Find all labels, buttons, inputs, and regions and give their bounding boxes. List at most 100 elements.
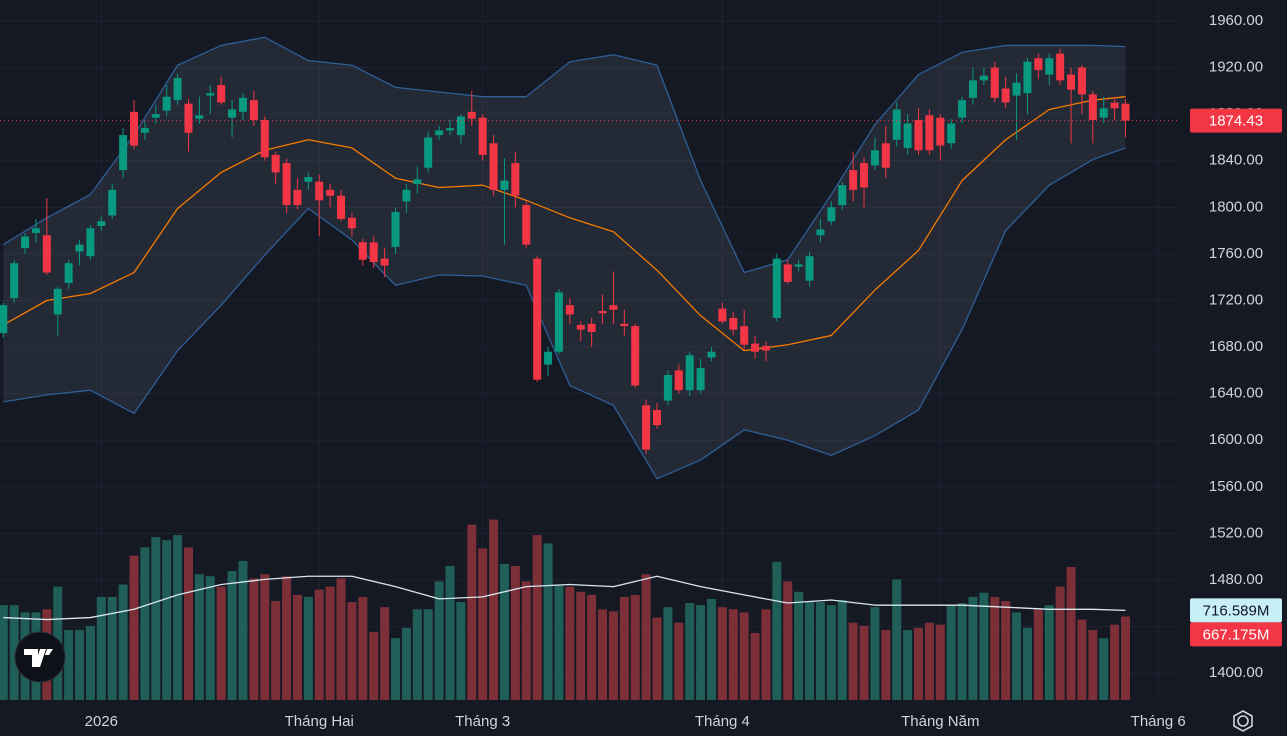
bollinger-middle-line [2,96,1126,352]
candle-body [184,103,193,133]
volume-bar [140,547,150,700]
volume-bar [576,591,586,700]
volume-bar [303,596,313,700]
y-tick-label: 1640.00 [1209,385,1263,402]
candle-body [445,128,454,131]
volume-ma-box [1190,598,1282,623]
y-tick-label: 1960.00 [1209,12,1263,29]
candle-body [391,211,400,247]
y-tick-label: 1760.00 [1209,245,1263,262]
volume-bar [772,561,782,700]
volume-bar [903,629,913,700]
volume-bar [979,592,989,700]
candle-body [674,370,683,391]
candle-body [576,324,585,330]
volume-bar [118,584,128,700]
candle-body [271,154,280,173]
candle-body [173,78,182,101]
gear-outline[interactable] [1233,710,1253,732]
y-tick-label: 1840.00 [1209,152,1263,169]
candle-body [500,180,509,190]
logo-mark[interactable] [24,649,53,667]
candle-body [707,351,716,358]
volume-bar [205,576,215,700]
volume-bar [598,609,608,700]
volume-bar [794,591,804,700]
candle-body [881,143,890,168]
volume-bar [924,622,934,700]
candle-body [456,116,465,136]
candle-body [565,305,574,315]
volume-bar [1055,586,1065,700]
candle-body [1034,58,1043,70]
volume-bar [957,603,967,700]
candle-body [489,143,498,190]
volume-bar [499,563,509,700]
volume-bar [750,632,760,700]
volume-bar [532,535,542,700]
candle-body [162,96,171,111]
volume-bar [717,607,727,700]
volume-bar [554,584,564,700]
y-tick-label: 1560.00 [1209,478,1263,495]
volume-bar [892,579,902,700]
volume-bar [859,625,869,700]
gear-center[interactable] [1237,715,1249,727]
candle-body [195,115,204,119]
x-tick-label: Tháng Năm [901,713,979,730]
candle-body [380,258,389,266]
volume-bar [543,543,553,700]
candle-body [1001,88,1010,103]
candle-body [1056,53,1065,81]
candle-body [544,351,553,365]
y-tick-label: 1520.00 [1209,524,1263,541]
candle-body [1121,103,1130,121]
x-tick-label: Tháng Hai [285,713,354,730]
candle-body [31,228,40,233]
settings-button[interactable] [1233,710,1253,732]
volume-bar [380,607,390,700]
candle-body [1088,94,1097,120]
candle-body [968,80,977,98]
volume-bar [423,609,433,700]
volume-bar [96,596,106,700]
volume-bar [946,605,956,700]
candle-body [228,109,237,118]
volume-bar [249,578,259,700]
volume-bar [489,519,499,700]
volume-bar [870,607,880,700]
candle-body [805,256,814,281]
volume-bar [1012,612,1022,700]
tradingview-logo[interactable] [14,631,66,683]
volume-bar [1044,605,1054,700]
volume-bar [881,629,891,700]
volume-bar [292,594,302,700]
volume-bar [9,605,19,700]
candle-body [1077,67,1086,95]
volume-bar [0,605,8,700]
volume-bar [216,586,226,700]
volume-bar [358,596,368,700]
volume-bar [1077,619,1087,700]
candle-body [860,163,869,188]
y-tick-label: 1720.00 [1209,291,1263,308]
candle-body [435,130,444,136]
candle-body [64,263,73,284]
volume-bar [412,609,422,700]
bollinger-lower-line [3,147,1126,480]
candle-body [10,263,19,299]
candle-body [554,292,563,352]
y-tick-label: 1480.00 [1209,571,1263,588]
candle-body [587,323,596,332]
volume-bar [260,574,270,700]
y-tick-label: 1680.00 [1209,338,1263,355]
volume-bar [1022,627,1032,700]
volume-bar [391,638,401,700]
candle-body [892,109,901,140]
last-price-label: 1874.43 [1209,113,1263,130]
candle-body [217,85,226,103]
volume-bar [456,602,466,700]
candle-body [794,264,803,267]
volume-last-label: 667.175M [1203,626,1270,643]
